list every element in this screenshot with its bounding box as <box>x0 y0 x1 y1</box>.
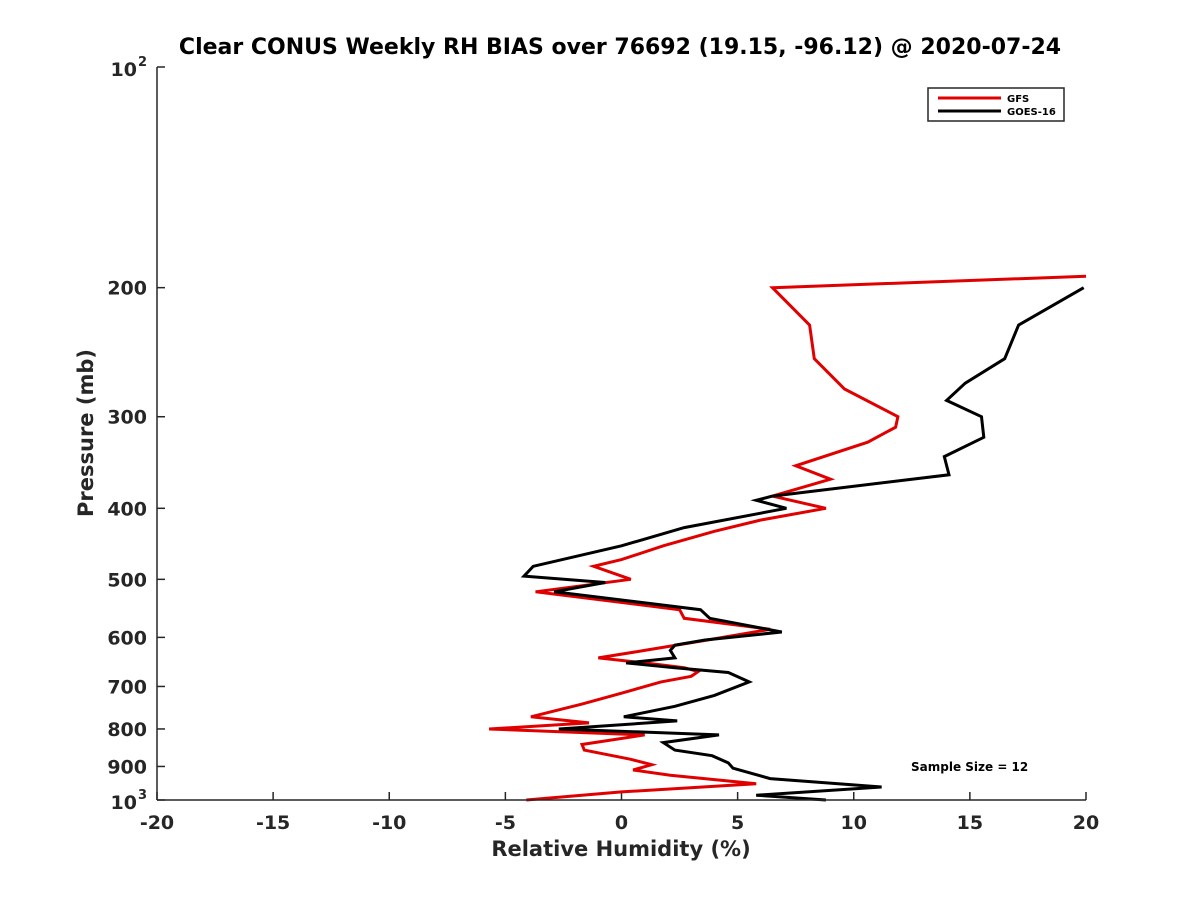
x-tick-label: 5 <box>731 812 744 834</box>
y-tick-exponent: 2 <box>138 55 147 70</box>
x-tick-label: -20 <box>140 812 174 834</box>
y-tick-label: 300 <box>107 407 147 429</box>
y-tick-label: 200 <box>107 278 147 300</box>
x-tick-label: 20 <box>1073 812 1099 834</box>
chart-title: Clear CONUS Weekly RH BIAS over 76692 (1… <box>179 35 1061 60</box>
legend-box <box>927 87 1065 122</box>
sample-size-annotation: Sample Size = 12 <box>911 760 1028 774</box>
x-tick-label: -5 <box>495 812 516 834</box>
x-tick-label: 10 <box>841 812 867 834</box>
y-tick-label: 10 <box>111 792 137 814</box>
legend: GFS GOES-16 <box>927 87 1065 122</box>
x-tick-label: 15 <box>957 812 983 834</box>
y-tick-label: 400 <box>107 498 147 520</box>
y-tick-label: 500 <box>107 569 147 591</box>
legend-label-gfs: GFS <box>1007 94 1029 105</box>
legend-label-goes16: GOES-16 <box>1007 107 1056 118</box>
y-tick-label: 600 <box>107 627 147 649</box>
x-axis-ticks: -20 -15 -10 -5 0 5 10 15 20 <box>140 792 1099 834</box>
x-tick-label: -15 <box>256 812 290 834</box>
y-axis-label: Pressure (mb) <box>74 349 98 517</box>
y-tick-label: 800 <box>107 719 147 741</box>
x-axis-label: Relative Humidity (%) <box>491 837 750 861</box>
series-line-goes-16 <box>520 286 1085 802</box>
y-tick-label: 900 <box>107 756 147 778</box>
y-tick-label: 10 <box>111 59 137 81</box>
y-tick-label: 700 <box>107 676 147 698</box>
x-tick-label: -10 <box>372 812 406 834</box>
x-tick-label: 0 <box>615 812 628 834</box>
y-tick-exponent: 3 <box>138 788 147 803</box>
series-lines <box>489 274 1087 802</box>
